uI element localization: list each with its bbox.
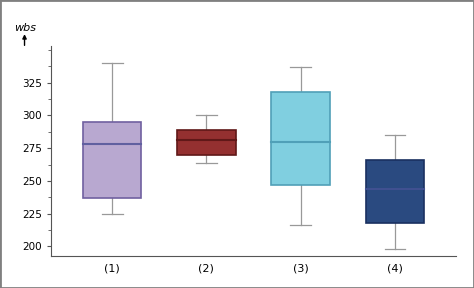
Text: wbs: wbs [14, 23, 36, 33]
Bar [177, 130, 236, 155]
Bar [272, 92, 330, 185]
Bar [83, 122, 141, 198]
Bar [366, 160, 424, 223]
